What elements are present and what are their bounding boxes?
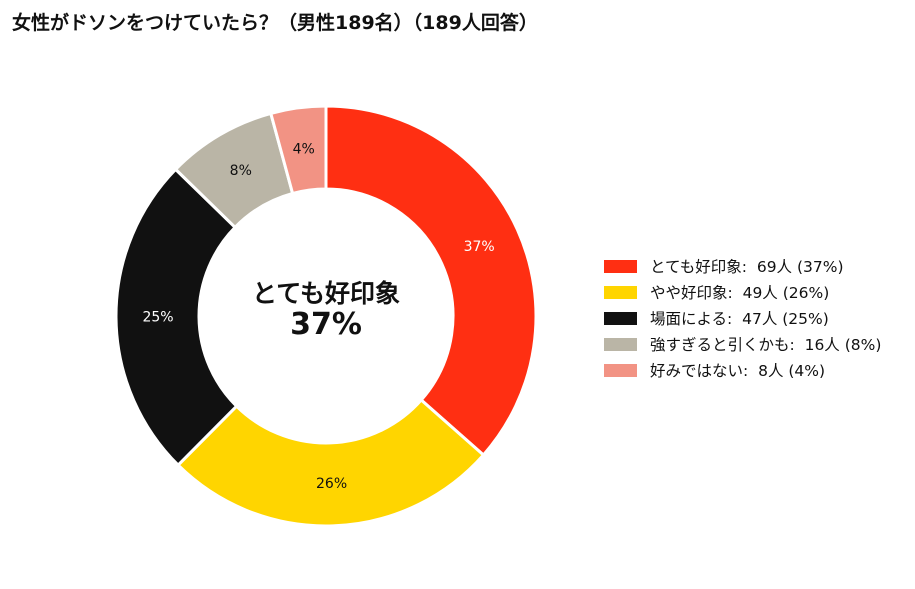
- legend-label: 好みではない: 8人 (4%): [650, 362, 826, 380]
- slice-percent-label-4: 8%: [230, 163, 252, 179]
- legend-item-2: やや好印象: 49人 (26%): [604, 279, 881, 305]
- legend-item-3: 場面による: 47人 (25%): [604, 305, 881, 331]
- legend-swatch: [604, 285, 637, 299]
- legend-swatch: [604, 259, 637, 273]
- legend-label: とても好印象: 69人 (37%): [650, 258, 844, 276]
- legend-swatch: [604, 337, 637, 351]
- legend-item-4: 強すぎると引くかも: 16人 (8%): [604, 331, 881, 357]
- center-category-text: とても好印象: [251, 279, 400, 308]
- donut-slice-1: [324, 104, 538, 457]
- donut-slice-labels: 37% 26% 25% 8% 4%: [142, 141, 494, 491]
- slice-percent-label-3: 25%: [142, 309, 173, 325]
- donut-slice-2: [176, 398, 485, 528]
- donut-center-label: とても好印象 37%: [226, 280, 426, 341]
- legend-label: 場面による: 47人 (25%): [650, 310, 829, 328]
- slice-percent-label-5: 4%: [293, 141, 315, 157]
- slice-percent-label-2: 26%: [316, 476, 347, 492]
- legend-label: 強すぎると引くかも: 16人 (8%): [650, 336, 882, 354]
- slice-percent-label-1: 37%: [464, 239, 495, 255]
- donut-slice-3: [114, 167, 239, 467]
- legend-swatch: [604, 363, 637, 377]
- center-percent-text: 37%: [290, 306, 362, 342]
- legend-item-1: とても好印象: 69人 (37%): [604, 253, 881, 279]
- chart-legend: とても好印象: 69人 (37%) やや好印象: 49人 (26%) 場面による: …: [604, 253, 881, 383]
- legend-item-5: 好みではない: 8人 (4%): [604, 357, 881, 383]
- donut-slice-5: [269, 104, 328, 195]
- donut-slices: [114, 104, 538, 528]
- legend-swatch: [604, 311, 637, 325]
- legend-label: やや好印象: 49人 (26%): [650, 284, 830, 302]
- chart-title: 女性がドソンをつけていたら？（男性189名）（189人回答）: [12, 12, 538, 34]
